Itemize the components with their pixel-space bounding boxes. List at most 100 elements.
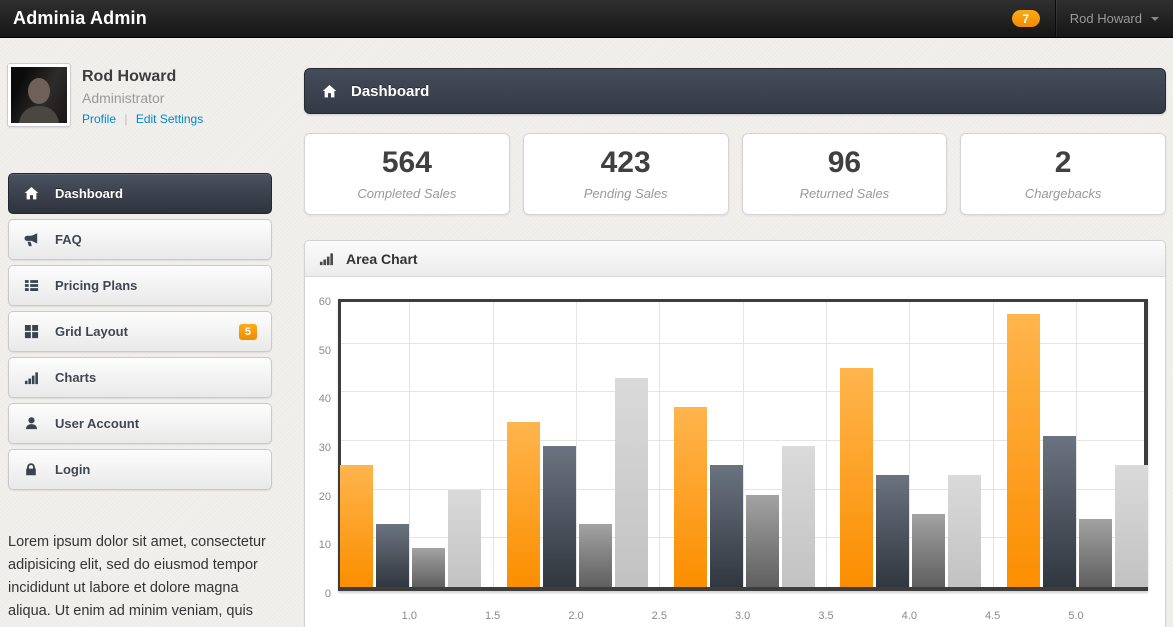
- topbar: Adminia Admin 7 Rod Howard: [0, 0, 1173, 38]
- v-gridline: [659, 302, 660, 587]
- sidebar-item-charts[interactable]: Charts: [8, 357, 272, 398]
- x-axis-tick-label: 3.5: [818, 610, 834, 622]
- brand-title: Adminia Admin: [13, 8, 147, 28]
- stat-label: Returned Sales: [799, 185, 890, 201]
- v-gridline: [409, 302, 410, 587]
- bar-light-gray: [1115, 465, 1148, 587]
- stat-value: 423: [600, 145, 651, 179]
- bar-light-gray: [782, 446, 815, 587]
- sidebar-item-user-account[interactable]: User Account: [8, 403, 272, 444]
- panel-body: 0 10 20 30 40 50 60 1.0 1.5 2.0 2.5 3.0 3.5 4.0 4.5 5.0: [305, 296, 1165, 627]
- panel-title: Area Chart: [346, 250, 418, 267]
- chart-plot-area: [338, 299, 1148, 591]
- v-gridline: [493, 302, 494, 587]
- y-axis-tick-label: 10: [318, 539, 331, 552]
- h-gridline: [341, 440, 1144, 441]
- bar-orange: [674, 407, 707, 587]
- x-axis-tick-label: 1.5: [485, 610, 501, 622]
- profile-name: Rod Howard: [82, 68, 177, 85]
- bar-dark-slate: [376, 524, 409, 587]
- y-axis-tick-label: 20: [318, 490, 331, 503]
- bar-dark-slate: [543, 446, 576, 587]
- h-gridline: [341, 391, 1144, 393]
- v-gridline: [576, 302, 577, 587]
- stat-label: Completed Sales: [357, 185, 457, 201]
- y-axis-tick-label: 60: [318, 296, 331, 308]
- bar-light-gray: [448, 490, 481, 587]
- x-axis-tick-label: 5.0: [1068, 610, 1084, 622]
- stat-chargebacks: 2 Chargebacks: [960, 133, 1166, 215]
- bar-orange: [507, 422, 540, 587]
- x-axis-tick-label: 1.0: [401, 610, 417, 622]
- profile-role: Administrator: [82, 90, 165, 106]
- profile-photo: [8, 64, 70, 126]
- v-gridline: [826, 302, 827, 587]
- bar-light-gray: [948, 475, 981, 587]
- v-gridline: [743, 302, 744, 587]
- v-gridline: [909, 302, 910, 587]
- caret-down-icon: [1151, 16, 1159, 21]
- sidebar-nav: Dashboard FAQ Pricing Plans Grid Layout …: [8, 173, 272, 490]
- home-icon: [23, 186, 39, 202]
- main-content: Dashboard 564 Completed Sales 423 Pendin…: [304, 68, 1166, 627]
- x-axis-tick-label: 4.0: [901, 610, 917, 622]
- x-axis-tick-label: 2.5: [651, 610, 667, 622]
- sidebar-item-label: FAQ: [55, 232, 82, 247]
- bar-dark-slate: [1043, 436, 1076, 587]
- grid-icon: [23, 324, 39, 340]
- stat-label: Pending Sales: [583, 185, 668, 201]
- bar-medium-gray: [579, 524, 612, 587]
- user-icon: [23, 416, 39, 432]
- y-axis-tick-label: 50: [318, 344, 331, 357]
- y-axis-tick-label: 40: [318, 393, 331, 406]
- v-gridline: [993, 302, 994, 587]
- lock-icon: [23, 462, 39, 478]
- bar-light-gray: [615, 378, 648, 587]
- sidebar-item-login[interactable]: Login: [8, 449, 272, 490]
- bar-dark-slate: [710, 465, 743, 587]
- sidebar-item-label: Login: [55, 462, 91, 477]
- bar-medium-gray: [746, 495, 779, 587]
- sidebar-item-label: Grid Layout: [55, 324, 128, 339]
- page-title: Dashboard: [351, 82, 430, 100]
- x-axis-tick-label: 2.0: [568, 610, 584, 622]
- user-menu-dropdown[interactable]: Rod Howard: [1054, 0, 1173, 37]
- bar-chart: 0 10 20 30 40 50 60 1.0 1.5 2.0 2.5 3.0 3.5 4.0 4.5 5.0: [305, 296, 1165, 627]
- page-header: Dashboard: [304, 68, 1166, 114]
- sidebar-item-label: Pricing Plans: [55, 278, 138, 293]
- sidebar-description: Lorem ipsum dolor sit amet, consectetur …: [8, 534, 266, 627]
- stat-returned-sales: 96 Returned Sales: [741, 133, 948, 215]
- stat-completed-sales: 564 Completed Sales: [304, 133, 510, 215]
- bar-orange: [840, 368, 873, 587]
- profile-link[interactable]: Profile: [82, 112, 117, 126]
- sidebar-item-faq[interactable]: FAQ: [8, 219, 272, 260]
- y-axis-tick-label: 0: [324, 588, 331, 600]
- bar-medium-gray: [912, 514, 945, 587]
- stat-value: 564: [381, 145, 432, 179]
- y-axis-tick-label: 30: [318, 442, 331, 454]
- notifications-button[interactable]: 7: [997, 0, 1055, 37]
- bullhorn-icon: [23, 232, 39, 248]
- sidebar: Rod Howard Administrator Profile | Edit …: [8, 64, 272, 627]
- sidebar-item-dashboard[interactable]: Dashboard: [8, 173, 272, 214]
- area-chart-panel: Area Chart 0 10 20 30 40 50 60 1.0 1.5 2.0 2.5 3.0 3…: [304, 240, 1166, 627]
- sidebar-item-label: Charts: [55, 370, 97, 385]
- profile-links: Profile | Edit Settings: [82, 112, 272, 126]
- stat-value: 2: [1054, 145, 1072, 179]
- edit-settings-link[interactable]: Edit Settings: [135, 112, 204, 126]
- sidebar-item-label: Dashboard: [55, 186, 123, 201]
- v-gridline: [1076, 302, 1077, 587]
- bar-chart-icon: [318, 251, 334, 267]
- x-axis-tick-label: 4.5: [985, 610, 1001, 622]
- h-gridline: [341, 342, 1144, 344]
- stat-value: 96: [827, 145, 862, 179]
- link-separator: |: [124, 112, 128, 126]
- stat-label: Chargebacks: [1024, 185, 1102, 201]
- sidebar-item-grid-layout[interactable]: Grid Layout 5: [8, 311, 272, 352]
- notification-count-badge: 7: [1011, 10, 1040, 27]
- person-portrait-silhouette: [19, 78, 59, 123]
- stats-row: 564 Completed Sales 423 Pending Sales 96…: [304, 133, 1166, 215]
- x-axis-tick-label: 3.0: [735, 610, 751, 622]
- bar-orange: [340, 465, 373, 587]
- sidebar-item-pricing-plans[interactable]: Pricing Plans: [8, 265, 272, 306]
